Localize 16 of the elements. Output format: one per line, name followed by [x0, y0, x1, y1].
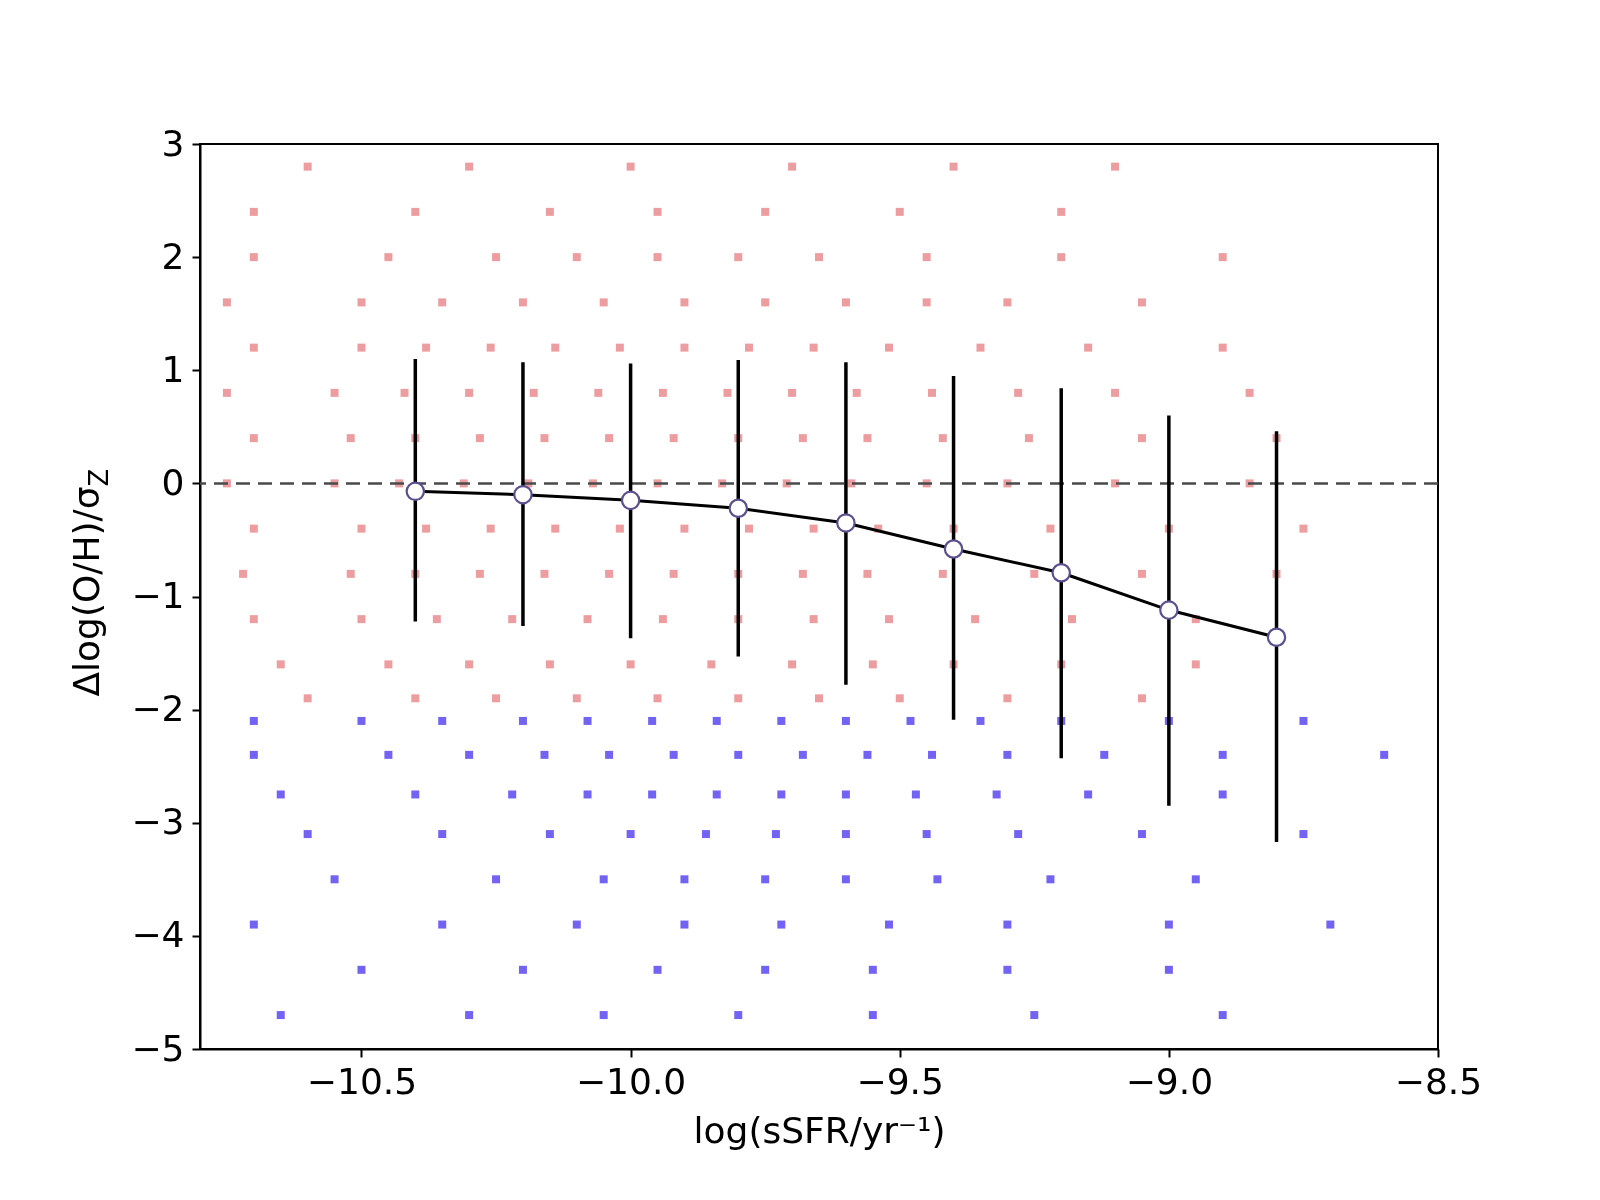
y-axis-title: Δlog(O/H)/σZ — [66, 468, 114, 697]
x-tick-label: −10.5 — [306, 1060, 418, 1102]
y-tick-label: 2 — [161, 235, 185, 277]
y-tick-label: −4 — [131, 914, 185, 956]
y-tick-label: 0 — [161, 461, 185, 503]
x-axis-title: log(sSFR/yr⁻¹) — [693, 1109, 946, 1151]
y-tick-label: −3 — [131, 801, 185, 843]
y-tick-label: −1 — [131, 575, 185, 616]
x-tick-label: −8.5 — [1394, 1060, 1483, 1102]
y-tick-label: −2 — [131, 688, 185, 730]
y-tick-label: 3 — [161, 122, 185, 164]
y-tick-label: −5 — [131, 1027, 185, 1069]
x-tick-label: −9.0 — [1125, 1060, 1214, 1102]
x-tick-label: −9.5 — [856, 1060, 944, 1102]
x-tick-label: −10.0 — [575, 1060, 687, 1102]
y-tick-label: 1 — [161, 348, 185, 390]
